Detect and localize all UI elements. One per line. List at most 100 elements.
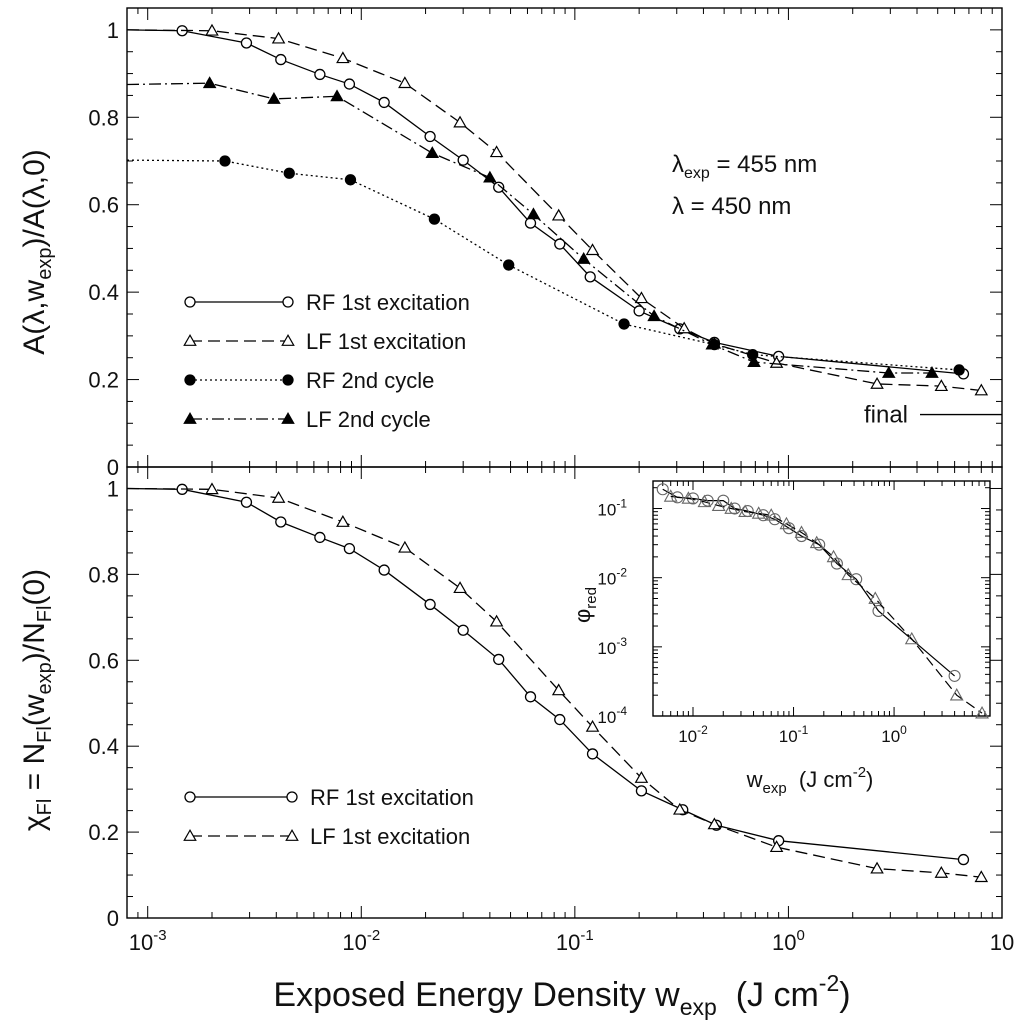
data-point: [705, 337, 720, 350]
data-point: [453, 115, 467, 128]
data-point: [219, 155, 231, 167]
data-point: [524, 691, 537, 703]
legend-marker: [282, 374, 294, 386]
y-tick-label: 1: [107, 18, 119, 43]
y-tick-label: 1: [107, 476, 119, 501]
legend-label: LF 1st excitation: [310, 824, 470, 849]
series-lf-2nd-cycle: [126, 76, 939, 378]
data-point: [633, 305, 645, 317]
y-tick-label: 0.6: [88, 193, 119, 218]
inset-y-tick-label: 10-4: [597, 704, 627, 727]
inset-data-point: [949, 688, 964, 701]
inset-data-point: [975, 706, 989, 719]
inset-y-tick-label: 10-3: [597, 635, 627, 658]
y-tick-label: 0.6: [88, 648, 119, 673]
data-point: [934, 379, 949, 392]
inset-data-point: [813, 538, 826, 551]
inset-data-point: [663, 489, 678, 502]
data-point: [634, 291, 649, 304]
inset-data-point: [728, 502, 741, 515]
inset-x-tick-label: 10-2: [678, 723, 708, 746]
annotation-lambda-exp: λexp = 455 nm: [672, 151, 817, 182]
legend-label: RF 2nd cycle: [306, 368, 434, 393]
inset-data-point: [841, 567, 856, 581]
inset-series-lf-1st-excitation: [663, 489, 989, 719]
data-point: [707, 817, 722, 830]
data-point: [551, 208, 566, 221]
legend-marker: [184, 791, 196, 803]
data-point: [586, 748, 599, 760]
data-point: [974, 383, 989, 396]
data-point: [336, 515, 350, 527]
inset-data-point: [872, 604, 885, 618]
data-point: [493, 653, 505, 666]
inset-data-point: [826, 549, 841, 563]
inset-y-axis-label: φred: [570, 587, 600, 623]
series-line: [126, 159, 960, 371]
data-point: [584, 271, 596, 283]
inset-data-point: [948, 669, 961, 682]
inset-data-point: [711, 498, 726, 512]
inset-x-tick-label: 100: [881, 723, 907, 746]
legend: RF 1st excitation LF 1st excitation: [183, 785, 474, 849]
series-lf-1st-excitation: [126, 482, 989, 883]
legend-marker: [184, 374, 196, 386]
inset-data-point: [764, 508, 779, 521]
data-point: [271, 490, 286, 503]
data-point: [634, 771, 649, 783]
inset-x-tick-label: 10-1: [779, 723, 809, 746]
x-tick-label: 10-3: [129, 927, 167, 955]
final-label: final: [864, 402, 908, 429]
data-point: [503, 259, 515, 271]
inset-data-point: [671, 491, 684, 504]
legend: RF 1st excitation LF 1st excitation RF 2nd…: [183, 290, 470, 432]
data-point: [343, 78, 356, 90]
data-point: [870, 376, 884, 389]
data-point: [585, 719, 600, 732]
data-point: [453, 581, 467, 594]
plot-frame: [126, 466, 1003, 919]
legend-marker: [286, 791, 298, 803]
inset-data-point: [768, 513, 781, 526]
data-point: [585, 243, 600, 256]
y-tick-label: 0.2: [88, 820, 119, 845]
data-point: [205, 482, 219, 495]
legend-marker: [281, 412, 295, 424]
legend-marker: [285, 829, 299, 841]
data-point: [493, 181, 505, 193]
data-point: [314, 531, 326, 544]
inset-y-tick-label: 10-1: [597, 497, 627, 520]
inset-data-point: [809, 535, 824, 549]
x-axis-label: Exposed Energy Density wexp (J cm-2): [273, 970, 850, 1020]
data-point: [925, 366, 939, 378]
top-y-axis-label: A(λ,wexp)/A(λ,0): [18, 149, 56, 355]
data-point: [398, 540, 412, 553]
data-point: [673, 802, 687, 815]
inset-panel: 10-1 10-2 10-3 10-4 10-2 10-1 100: [597, 480, 991, 746]
legend-marker: [184, 296, 196, 308]
legend-marker: [281, 334, 295, 346]
data-point: [314, 68, 326, 81]
inset-data-point: [656, 483, 669, 496]
y-tick-label: 0.8: [88, 105, 119, 130]
inset-data-point: [830, 557, 843, 570]
bottom-y-axis-label: χFl = NFl(wexp)/NFl(0): [18, 569, 56, 831]
inset-data-point: [757, 509, 770, 522]
inset-x-axis-label: wexp (J cm-2): [746, 764, 874, 797]
data-point: [974, 870, 989, 883]
data-point: [677, 321, 691, 334]
top-panel: 0 0.2 0.4 0.6 0.8 1 RF 1st excitation LF 1st ex…: [88, 7, 1003, 480]
data-point: [424, 598, 436, 611]
data-point: [424, 130, 436, 143]
legend-label: LF 2nd cycle: [306, 407, 431, 432]
data-point: [489, 614, 504, 627]
inset-y-tick-label: 10-2: [597, 566, 627, 589]
data-point: [344, 174, 357, 186]
inset-data-point: [681, 491, 696, 504]
data-point: [283, 167, 295, 179]
data-point: [526, 207, 541, 220]
data-point: [747, 355, 761, 367]
inset-data-point: [794, 525, 809, 538]
series-line: [126, 487, 964, 861]
